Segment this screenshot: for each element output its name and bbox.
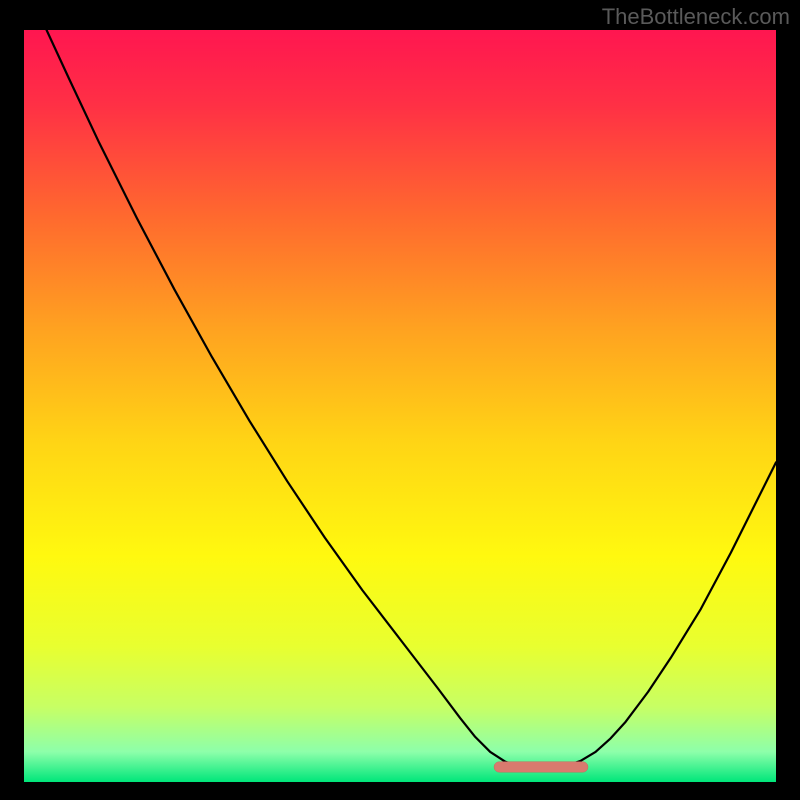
chart-svg bbox=[24, 30, 776, 782]
attribution-text: TheBottleneck.com bbox=[602, 4, 790, 30]
bottleneck-chart bbox=[24, 30, 776, 782]
optimal-marker-band bbox=[494, 762, 588, 773]
